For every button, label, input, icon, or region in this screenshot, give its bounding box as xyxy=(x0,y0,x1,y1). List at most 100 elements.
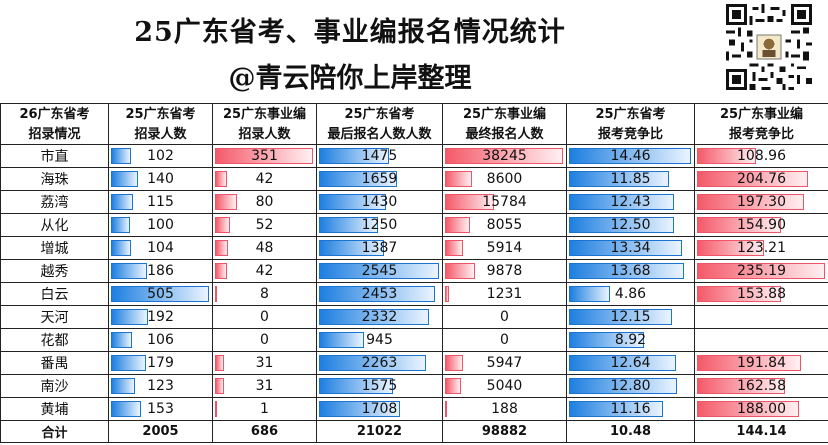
district-name-cell: 越秀 xyxy=(0,259,109,283)
value-cell: 104 xyxy=(108,236,213,260)
data-bar xyxy=(445,240,463,256)
data-bar xyxy=(445,217,470,233)
value-cell: 0 xyxy=(212,328,317,352)
table-row: 白云 505 8 2453 1231 4.86 153.88 xyxy=(0,282,828,306)
data-bar xyxy=(319,332,364,348)
cell-value: 235.19 xyxy=(737,263,786,279)
table-row: 荔湾 115 80 1430 15784 12.43 197.30 xyxy=(0,190,828,214)
data-bar xyxy=(111,148,131,164)
cell-value: 38245 xyxy=(482,148,527,164)
value-cell: 235.19 xyxy=(694,259,828,283)
value-cell: 188 xyxy=(442,397,567,421)
value-cell: 1475 xyxy=(316,144,443,168)
data-bar xyxy=(569,401,663,417)
value-cell: 12.80 xyxy=(566,374,695,398)
value-cell: 351 xyxy=(212,144,317,168)
value-cell: 52 xyxy=(212,213,317,237)
data-bar xyxy=(215,378,224,394)
data-bar xyxy=(319,171,397,187)
cell-value: 0 xyxy=(500,309,509,325)
table-row: 海珠 140 42 1659 8600 11.85 204.76 xyxy=(0,167,828,191)
value-cell: 1575 xyxy=(316,374,443,398)
data-bar xyxy=(111,401,141,417)
cell-value: 8600 xyxy=(486,171,523,187)
table-row: 番禺 179 31 2263 5947 12.64 191.84 xyxy=(0,351,828,375)
cell-value: 5914 xyxy=(486,240,523,256)
qr-code-icon xyxy=(726,4,812,90)
data-bar xyxy=(569,171,669,187)
cell-value: 1475 xyxy=(361,148,398,164)
value-cell: 191.84 xyxy=(694,351,828,375)
total-value: 686 xyxy=(212,420,317,443)
column-header-0-line2: 招录情况 xyxy=(0,124,109,145)
value-cell: 13.68 xyxy=(566,259,695,283)
data-bar xyxy=(569,217,674,233)
total-value: 21022 xyxy=(316,420,443,443)
data-bar xyxy=(569,378,677,394)
cell-value: 14.46 xyxy=(610,148,651,164)
data-bar xyxy=(697,286,781,302)
data-bar xyxy=(697,217,781,233)
data-bar xyxy=(111,217,130,233)
table-row: 增城 104 48 1387 5914 13.34 123.21 xyxy=(0,236,828,260)
cell-value: 186 xyxy=(147,263,174,279)
cell-value: 188 xyxy=(491,401,518,417)
data-bar xyxy=(215,171,227,187)
table-row: 市直 102 351 1475 38245 14.46 108.96 xyxy=(0,144,828,168)
total-value: 10.48 xyxy=(566,420,695,443)
value-cell: 11.16 xyxy=(566,397,695,421)
district-name-cell: 黄埔 xyxy=(0,397,109,421)
cell-value: 115 xyxy=(147,194,174,210)
cell-value: 11.85 xyxy=(610,171,651,187)
value-cell: 12.15 xyxy=(566,305,695,329)
cell-value: 增城 xyxy=(40,241,69,257)
data-bar xyxy=(697,148,756,164)
district-name-cell: 市直 xyxy=(0,144,109,168)
cell-value: 191.84 xyxy=(737,355,786,371)
cell-value: 52 xyxy=(255,217,274,233)
value-cell: 31 xyxy=(212,351,317,375)
cell-value: 945 xyxy=(366,332,393,348)
data-bar xyxy=(111,194,133,210)
data-bar xyxy=(215,240,228,256)
cell-value: 1430 xyxy=(361,194,398,210)
value-cell: 12.50 xyxy=(566,213,695,237)
table-row: 从化 100 52 1250 8055 12.50 154.90 xyxy=(0,213,828,237)
total-value: 2005 xyxy=(108,420,213,443)
column-header-3-line2: 最后报名人数人数 xyxy=(316,124,443,145)
value-cell: 108.96 xyxy=(694,144,828,168)
cell-value: 白云 xyxy=(40,287,69,303)
value-cell: 80 xyxy=(212,190,317,214)
total-value: 98882 xyxy=(442,420,567,443)
cell-value: 42 xyxy=(255,171,274,187)
cell-value: 48 xyxy=(255,240,274,256)
cell-value: 市直 xyxy=(40,149,69,165)
column-header-2-line2: 招录人数 xyxy=(212,124,317,145)
cell-value: 31 xyxy=(255,355,274,371)
value-cell: 505 xyxy=(108,282,213,306)
data-bar xyxy=(111,332,132,348)
table-row: 花都 106 0 945 0 8.92 xyxy=(0,328,828,352)
value-cell: 188.00 xyxy=(694,397,828,421)
page-subtitle: @青云陪你上岸整理 xyxy=(228,63,472,94)
data-bar xyxy=(697,240,764,256)
value-cell: 8055 xyxy=(442,213,567,237)
value-cell: 9878 xyxy=(442,259,567,283)
data-table: 26广东省考 25广东省考 25广东事业编 25广东省考 25广东事业编 25广东省考 25… xyxy=(0,103,828,443)
value-cell: 2332 xyxy=(316,305,443,329)
data-bar xyxy=(569,309,672,325)
data-bar xyxy=(445,355,463,371)
cell-value: 1231 xyxy=(486,286,523,302)
cell-value: 197.30 xyxy=(737,194,786,210)
cell-value: 南沙 xyxy=(40,379,69,395)
data-bar xyxy=(319,148,389,164)
value-cell: 2453 xyxy=(316,282,443,306)
value-cell: 140 xyxy=(108,167,213,191)
value-cell: 204.76 xyxy=(694,167,828,191)
total-row: 合计 2005 686 21022 98882 10.48 144.14 xyxy=(0,420,828,443)
district-name-cell: 南沙 xyxy=(0,374,109,398)
district-name-cell: 花都 xyxy=(0,328,109,352)
total-label: 合计 xyxy=(0,420,109,443)
cell-value: 153.88 xyxy=(737,286,786,302)
cell-value: 2545 xyxy=(361,263,398,279)
